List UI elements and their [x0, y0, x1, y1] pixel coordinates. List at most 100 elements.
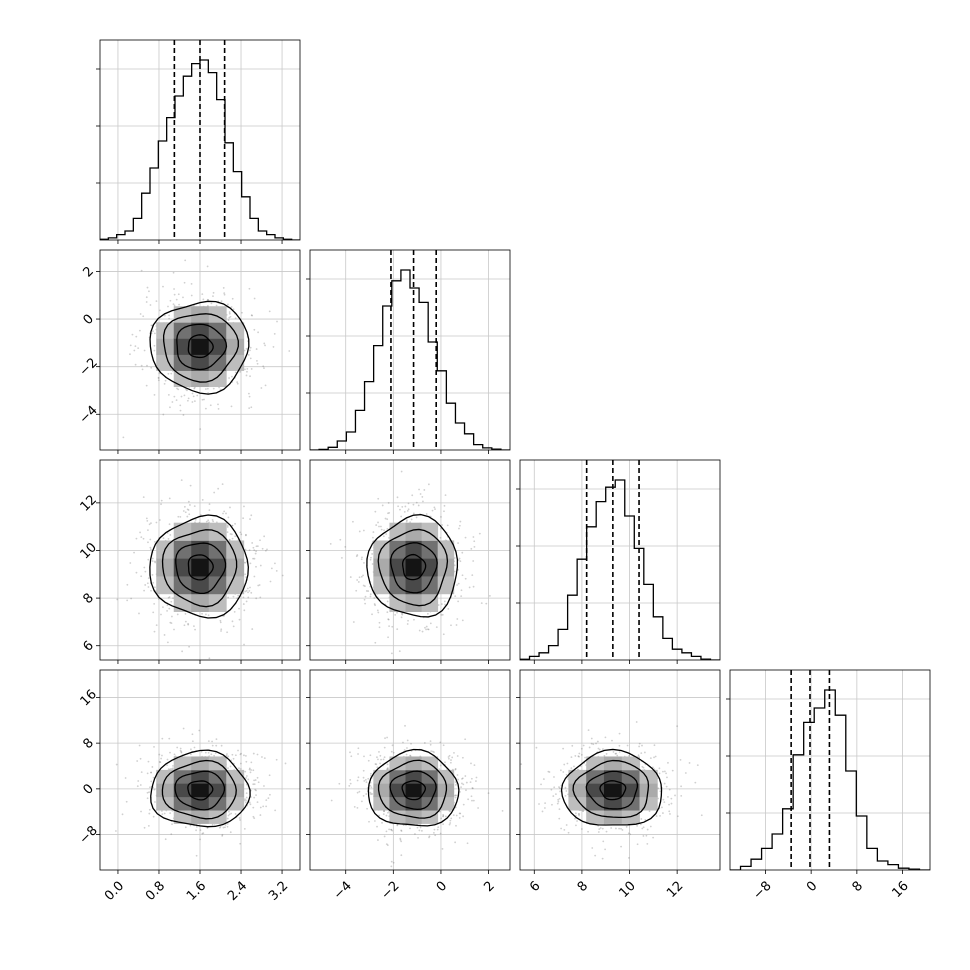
- scatter-point: [456, 794, 459, 797]
- scatter-point: [146, 791, 149, 794]
- scatter-point: [375, 763, 378, 766]
- scatter-point: [153, 393, 156, 396]
- scatter-point: [214, 752, 217, 754]
- scatter-point: [558, 808, 561, 811]
- scatter-point: [615, 827, 617, 830]
- scatter-point: [544, 807, 546, 809]
- scatter-point: [274, 809, 277, 812]
- scatter-point: [226, 526, 229, 528]
- scatter-point: [562, 771, 565, 773]
- scatter-point: [227, 516, 230, 519]
- scatter-point: [371, 553, 374, 555]
- scatter-point: [659, 814, 661, 817]
- scatter-point: [211, 518, 214, 521]
- scatter-point: [253, 557, 256, 560]
- scatter-point: [193, 400, 196, 402]
- scatter-point: [646, 828, 649, 831]
- scatter-point: [187, 623, 190, 626]
- scatter-point: [168, 596, 171, 598]
- scatter-point: [582, 744, 585, 747]
- scatter-point: [253, 575, 256, 578]
- scatter-point: [226, 753, 228, 755]
- scatter-point: [383, 810, 385, 812]
- scatter-point: [362, 529, 365, 532]
- scatter-point: [601, 827, 604, 830]
- scatter-point: [206, 298, 209, 301]
- scatter-point: [403, 511, 406, 513]
- scatter-point: [443, 504, 446, 507]
- scatter-point: [160, 499, 163, 502]
- scatter-point: [639, 823, 642, 826]
- scatter-point: [166, 764, 169, 767]
- density-cell: [191, 338, 210, 355]
- scatter-point: [193, 746, 196, 749]
- scatter-point: [259, 814, 262, 816]
- scatter-point: [276, 320, 278, 323]
- scatter-point: [202, 832, 205, 834]
- scatter-point: [189, 824, 192, 827]
- scatter-point: [433, 751, 435, 754]
- density-cell: [173, 783, 192, 798]
- scatter-point: [229, 765, 232, 768]
- scatter-point: [242, 603, 245, 605]
- scatter-point: [221, 833, 224, 836]
- scatter-point: [150, 324, 153, 327]
- scatter-point: [352, 520, 354, 523]
- scatter-point: [355, 555, 358, 558]
- scatter-point: [254, 788, 257, 791]
- contour-line: [187, 554, 214, 581]
- scatter-point: [591, 847, 594, 849]
- scatter-point: [141, 368, 144, 371]
- scatter-point: [636, 824, 639, 827]
- scatter-point: [363, 780, 366, 782]
- scatter-point: [242, 517, 245, 520]
- scatter-point: [191, 740, 194, 743]
- panel-frame: [309, 249, 511, 451]
- scatter-point: [458, 812, 461, 815]
- scatter-point: [163, 382, 166, 385]
- scatter-point: [418, 488, 420, 491]
- y-tick-label: −2: [77, 355, 101, 379]
- scatter-point: [180, 751, 183, 754]
- density-cell: [191, 756, 210, 771]
- scatter-point: [247, 591, 249, 594]
- density-cell: [226, 769, 245, 784]
- scatter-point: [253, 328, 256, 331]
- scatter-point: [190, 294, 193, 297]
- scatter-point: [444, 603, 446, 606]
- scatter-point: [170, 600, 173, 603]
- scatter-point: [415, 516, 418, 519]
- scatter-point: [211, 744, 214, 747]
- scatter-point: [414, 833, 416, 835]
- scatter-point: [571, 744, 574, 747]
- scatter-point: [152, 581, 155, 584]
- scatter-point: [440, 614, 443, 616]
- scatter-point: [560, 827, 563, 830]
- scatter-point: [388, 828, 391, 831]
- scatter-point: [444, 494, 447, 497]
- scatter-point: [151, 574, 154, 576]
- scatter-point: [421, 630, 424, 633]
- panel-content: [116, 479, 284, 660]
- scatter-point: [194, 518, 197, 521]
- panel-frame: [309, 459, 511, 661]
- density-cell: [437, 769, 455, 784]
- scatter-point: [535, 746, 538, 749]
- density-cell: [156, 783, 175, 798]
- scatter-panel-3-2: [306, 459, 511, 664]
- scatter-point: [460, 786, 462, 789]
- scatter-point: [406, 747, 408, 749]
- scatter-point: [140, 771, 143, 774]
- y-tick-label: 6: [81, 638, 97, 654]
- scatter-point: [244, 573, 247, 576]
- scatter-point: [388, 536, 390, 539]
- scatter-point: [642, 835, 645, 837]
- scatter-point: [566, 762, 569, 765]
- scatter-point: [227, 814, 230, 817]
- scatter-point: [243, 827, 246, 830]
- scatter-point: [669, 813, 671, 815]
- scatter-point: [252, 806, 255, 809]
- scatter-point: [228, 538, 231, 541]
- scatter-point: [227, 319, 230, 322]
- scatter-point: [349, 751, 351, 754]
